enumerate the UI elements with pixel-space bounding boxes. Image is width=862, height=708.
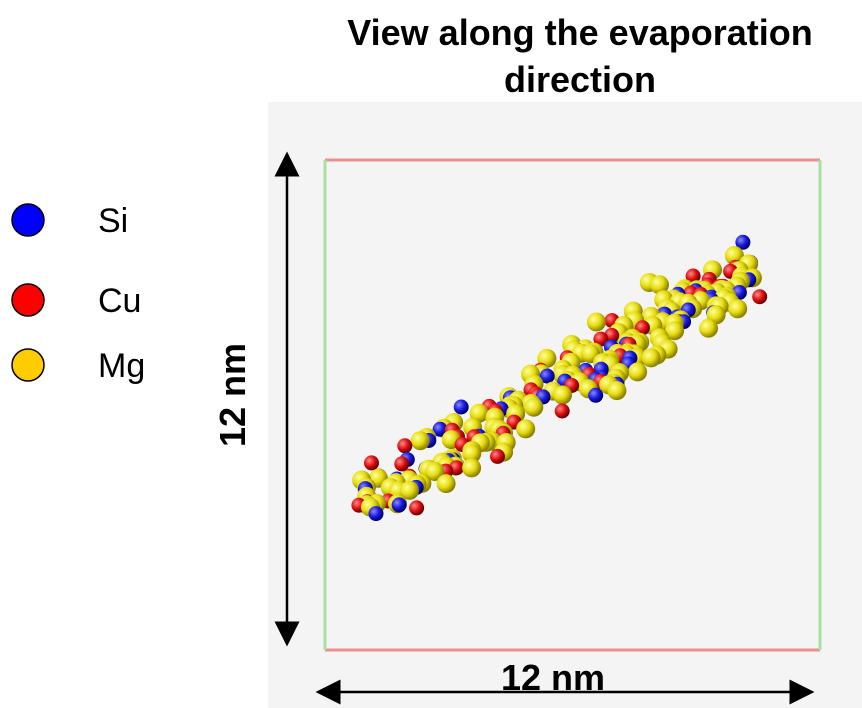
legend-swatch — [11, 203, 45, 237]
atom — [735, 234, 751, 250]
atom — [685, 268, 701, 284]
atom — [409, 500, 425, 516]
legend-label: Si — [98, 202, 128, 240]
atom — [539, 368, 555, 384]
atoms — [351, 234, 768, 522]
atom — [650, 275, 669, 295]
legend-label: Cu — [98, 282, 141, 320]
atom — [490, 448, 505, 464]
atom — [553, 385, 572, 405]
atom — [425, 462, 445, 481]
atom — [453, 399, 469, 415]
title-line: direction — [504, 59, 656, 100]
atom — [593, 331, 609, 347]
atom — [699, 318, 718, 338]
atom — [400, 480, 419, 500]
atom — [368, 506, 384, 522]
atom — [469, 403, 489, 423]
atom — [628, 362, 648, 382]
atom — [364, 455, 379, 471]
atom — [728, 299, 748, 319]
atom — [524, 397, 544, 417]
atom — [432, 421, 448, 437]
atom — [665, 321, 685, 341]
legend-swatch — [11, 348, 45, 382]
atom — [410, 431, 430, 451]
atom — [397, 438, 413, 454]
atom — [436, 474, 456, 494]
height-label: 12 nm — [212, 343, 253, 447]
atom — [462, 444, 482, 464]
atom — [462, 458, 482, 478]
atom — [641, 348, 661, 368]
legend-swatch — [11, 283, 45, 317]
atom — [752, 289, 768, 305]
atom — [586, 312, 606, 332]
atom — [607, 381, 627, 401]
atom — [588, 387, 604, 403]
atom — [724, 246, 744, 265]
atom — [554, 403, 570, 419]
atom — [394, 456, 410, 472]
atom — [391, 497, 407, 513]
atom — [516, 419, 536, 439]
legend-label: Mg — [98, 347, 145, 385]
width-label: 12 nm — [501, 657, 605, 698]
title-line: View along the evaporation — [347, 12, 812, 53]
